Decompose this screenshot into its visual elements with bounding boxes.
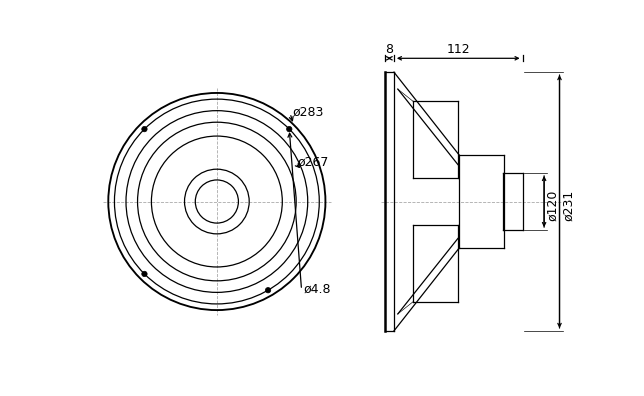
- Text: ø283: ø283: [292, 106, 324, 119]
- Circle shape: [265, 287, 270, 293]
- Text: ø267: ø267: [298, 156, 329, 169]
- Text: 112: 112: [446, 43, 470, 56]
- Circle shape: [142, 126, 147, 132]
- Text: ø4.8: ø4.8: [304, 283, 332, 296]
- Text: ø120: ø120: [546, 190, 560, 221]
- Text: 8: 8: [385, 43, 393, 56]
- Circle shape: [287, 126, 292, 132]
- Circle shape: [142, 271, 147, 277]
- Text: ø231: ø231: [562, 190, 575, 221]
